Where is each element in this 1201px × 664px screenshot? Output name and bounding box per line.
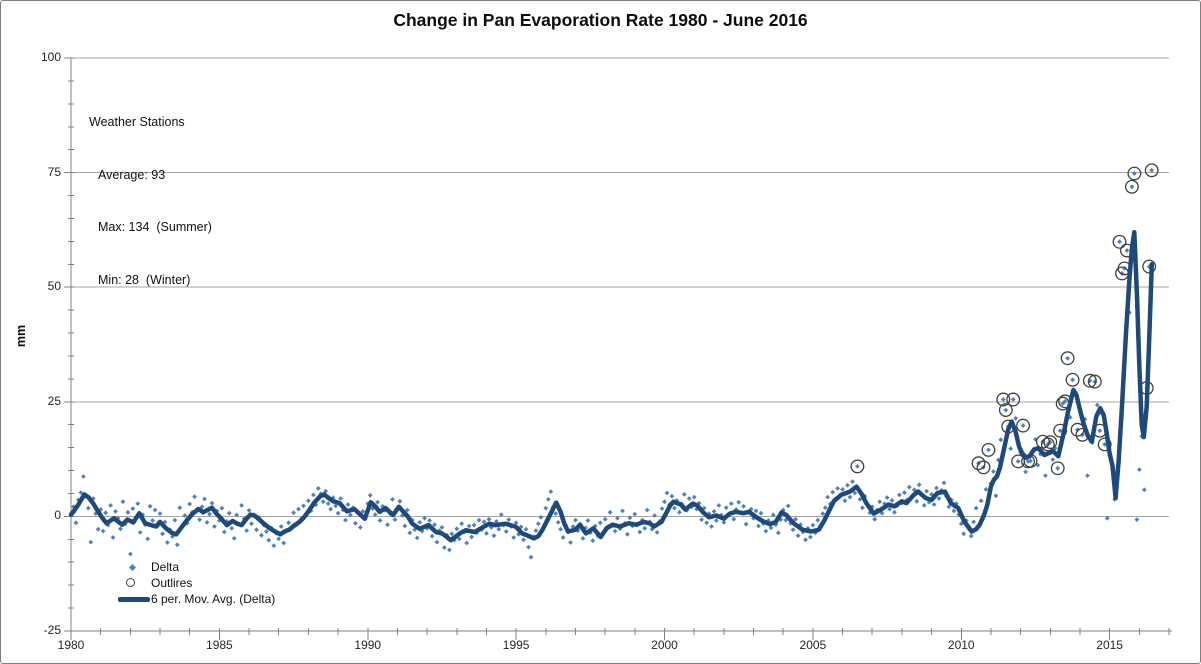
x-axis-tick-label: 2010 — [947, 638, 975, 652]
annotation-line: Min: 28 (Winter) — [98, 272, 191, 287]
outlier-circle — [1087, 374, 1102, 389]
legend-item-delta: Delta — [151, 560, 180, 574]
outlier-circle — [1124, 179, 1139, 194]
outlier-circle — [1112, 234, 1127, 249]
annotation-line: Max: 134 (Summer) — [98, 220, 212, 234]
moving-average-line — [68, 229, 1155, 543]
outlier-circle — [1144, 163, 1159, 178]
annotation-weather-stations: Weather Stations Average: 93 Max: 134 (S… — [89, 79, 212, 324]
y-axis-tick-label: 25 — [47, 393, 61, 408]
outlier-circle — [1127, 166, 1142, 181]
x-axis-tick-label: 1985 — [206, 638, 233, 652]
x-axis-tick-label: 2015 — [1096, 638, 1123, 652]
x-axis-tick-label: 1995 — [502, 638, 530, 652]
outliers-marker-icon — [126, 578, 135, 587]
outlier-circle — [1097, 437, 1112, 452]
outlier-circle — [1006, 392, 1021, 407]
delta-scatter-points — [68, 167, 1155, 560]
legend-item-moving-average: 6 per. Mov. Avg. (Delta) — [151, 592, 276, 606]
outlier-circle — [1050, 461, 1065, 476]
y-axis-tick-label: -25 — [43, 623, 61, 637]
annotation-line: Weather Stations — [89, 115, 185, 129]
legend-item-outliers: Outlires — [151, 576, 193, 590]
x-axis-tick-label: 2005 — [799, 638, 827, 652]
outlier-circle — [1016, 418, 1031, 433]
outlier-circle — [1142, 259, 1157, 274]
outlier-circle — [1043, 435, 1058, 450]
outlier-circle — [996, 392, 1011, 407]
y-axis-title: mm — [14, 324, 28, 348]
outlier-circle — [1082, 373, 1097, 388]
x-axis-tick-label: 1990 — [354, 638, 382, 652]
outlier-circle — [850, 459, 865, 474]
outlier-circle — [1065, 372, 1080, 387]
outlier-circle — [1053, 423, 1068, 438]
y-axis-tick-label: 50 — [47, 279, 61, 294]
outlier-circle — [1040, 437, 1055, 452]
outlier-circle — [998, 403, 1013, 418]
outlier-circle — [1060, 351, 1075, 366]
x-axis-tick-label: 2000 — [651, 638, 678, 652]
y-axis-tick-label: 0 — [54, 508, 61, 523]
outlier-circle — [971, 456, 986, 471]
moving-average-line-icon — [118, 597, 150, 602]
chart-title: Change in Pan Evaporation Rate 1980 - Ju… — [393, 10, 808, 30]
outlier-circle — [976, 460, 991, 475]
y-axis-tick-label: 100 — [40, 50, 61, 64]
annotation-line: Average: 93 — [98, 167, 166, 182]
x-axis-tick-label: 1980 — [57, 638, 85, 652]
y-axis-tick-label: 75 — [47, 164, 61, 179]
outlier-circle — [981, 442, 996, 457]
